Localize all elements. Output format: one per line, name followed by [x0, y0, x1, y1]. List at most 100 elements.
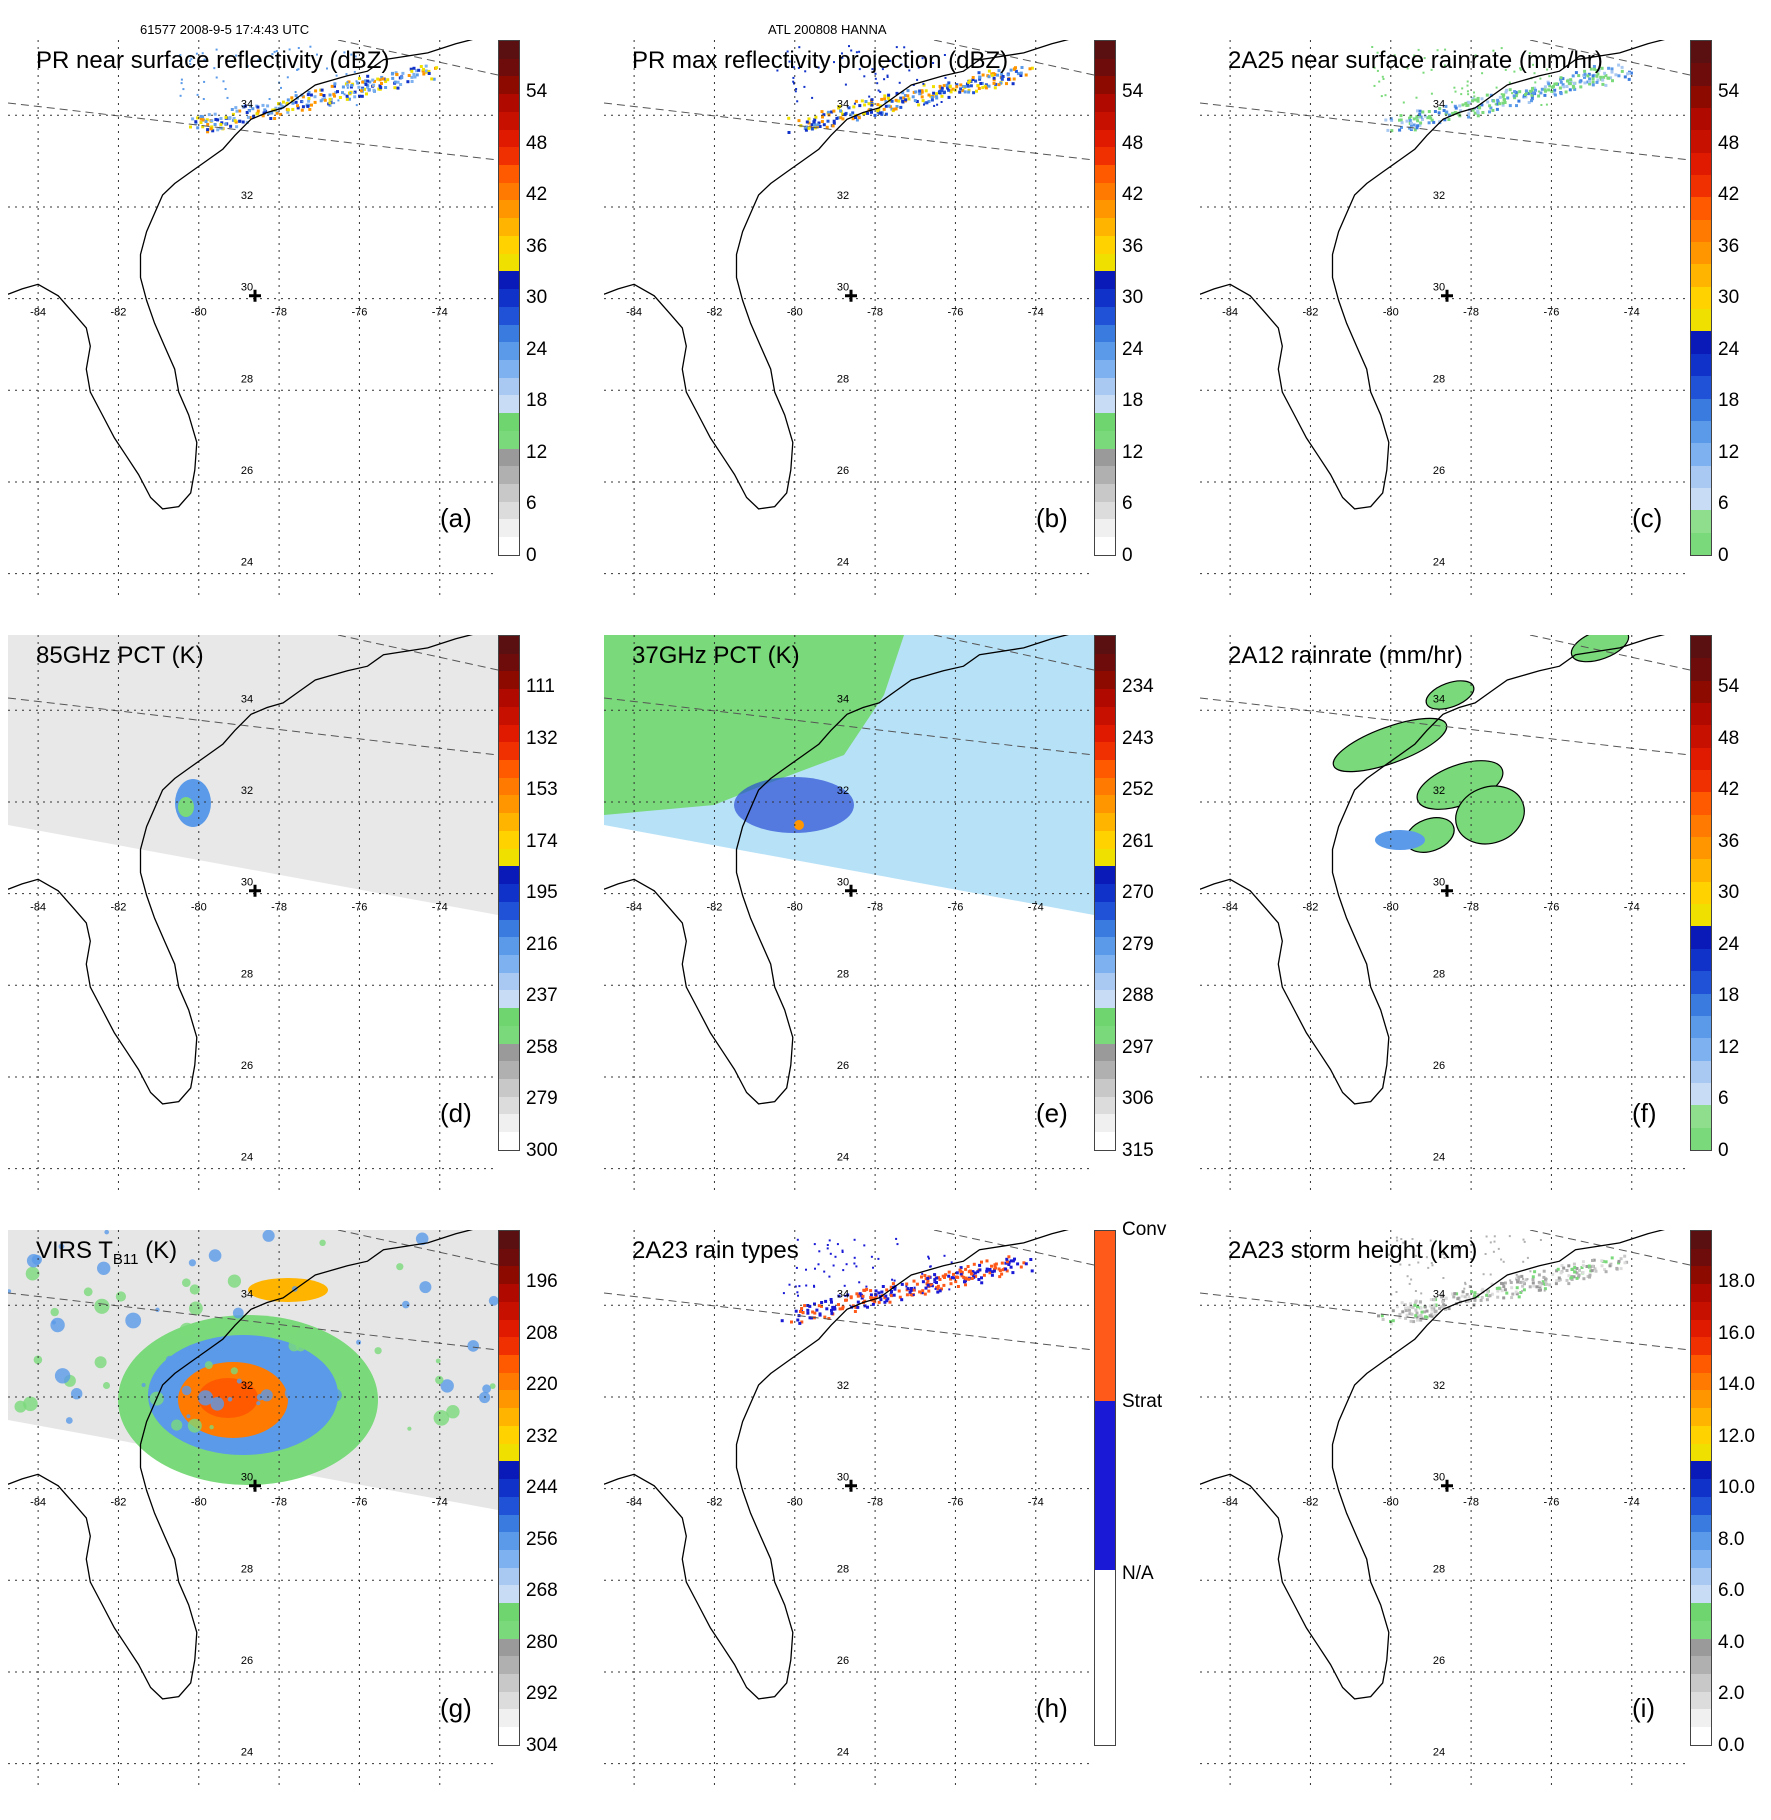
precip-pixel: [1481, 111, 1485, 114]
colorbar-segment: [1691, 1514, 1711, 1533]
lat-label: 34: [1433, 693, 1445, 705]
precip-pixel: [866, 111, 870, 115]
colorbar-segment: [1691, 1105, 1711, 1128]
colorbar-segment: [1095, 742, 1115, 761]
colorbar-tick-label: 42: [526, 184, 548, 206]
precip-pixel: [347, 80, 351, 84]
precip-pixel: [1620, 65, 1624, 69]
precip-pixel: [1574, 71, 1578, 75]
precip-pixel: [1500, 93, 1503, 96]
colorbar-tick-label: 42: [1718, 184, 1740, 206]
precip-pixel: [792, 80, 795, 83]
precip-pixel: [1581, 1271, 1585, 1274]
swath-edge-north: [1529, 635, 1690, 671]
precip-pixel: [980, 1281, 984, 1285]
precip-pixel: [883, 97, 887, 101]
precip-pixel: [1437, 111, 1441, 115]
precip-pixel: [361, 80, 365, 84]
precip-pixel: [1611, 79, 1614, 83]
precip-pixel: [804, 70, 807, 73]
precip-pixel: [363, 81, 367, 85]
colorbar-segment: [499, 742, 519, 761]
precip-pixel: [1543, 1287, 1547, 1291]
colorbar-segment: [1095, 253, 1115, 272]
precip-pixel: [883, 78, 886, 81]
precip-pixel: [201, 125, 205, 129]
colorbar-segment: [499, 1673, 519, 1692]
colorbar-tick-label: 30: [1122, 287, 1144, 309]
precip-pixel: [866, 1305, 869, 1309]
colorbar-segment: [1095, 1043, 1115, 1062]
precip-pixel: [1443, 1256, 1446, 1259]
precip-pixel: [1509, 1281, 1513, 1284]
precip-pixel: [1402, 1241, 1405, 1244]
precip-pixel: [999, 81, 1003, 85]
precip-pixel: [422, 72, 426, 76]
panel-title: 2A23 rain types: [632, 1237, 799, 1264]
precip-pixel: [1602, 75, 1606, 79]
coastline: [1200, 1230, 1665, 1700]
map-area: -84 -82 -80 -78 -76 -74 34 32 30 28 26 24: [604, 40, 1094, 600]
precip-pixel: [349, 92, 352, 94]
precip-pixel: [1571, 74, 1575, 78]
precip-pixel: [1604, 74, 1608, 77]
colorbar-tick-label: N/A: [1122, 1563, 1154, 1584]
precip-pixel: [354, 55, 357, 58]
swath-edge-north: [337, 635, 498, 671]
precip-pixel: [391, 71, 394, 75]
precip-pixel: [1420, 1316, 1424, 1320]
precip-pixel: [1373, 1254, 1376, 1257]
precip-pixel: [1503, 1288, 1507, 1292]
precip-pixel: [224, 122, 228, 126]
precip-pixel: [1583, 72, 1587, 76]
colorbar-segment: [1691, 1549, 1711, 1568]
precip-pixel: [877, 89, 880, 92]
colorbar-segment: [499, 1284, 519, 1302]
colorbar-segment: [499, 1096, 519, 1115]
precip-pixel: [853, 1238, 856, 1241]
colorbar-segment: [1095, 954, 1115, 973]
precip-pixel: [384, 80, 388, 83]
precip-pixel: [1473, 91, 1475, 94]
precip-pixel: [1415, 115, 1419, 119]
precip-pixel: [794, 1285, 797, 1288]
precip-pixel: [202, 98, 205, 100]
precip-pixel: [1403, 1303, 1407, 1307]
precip-pixel: [820, 110, 824, 114]
colorbar-segment: [499, 1231, 519, 1249]
precip-pixel: [301, 100, 304, 103]
colorbar-segment: [1691, 1284, 1711, 1302]
precip-pixel: [1626, 72, 1630, 76]
precip-pixel: [1465, 104, 1469, 107]
colorbar-segment: [499, 919, 519, 938]
precip-pixel: [1420, 1310, 1424, 1314]
precip-pixel: [1416, 1305, 1419, 1309]
precip-pixel: [306, 104, 310, 108]
precip-pixel: [871, 68, 874, 71]
precip-pixel: [818, 125, 822, 128]
precip-pixel: [1591, 80, 1595, 84]
precip-pixel: [1581, 1264, 1585, 1268]
precip-pixel: [191, 117, 195, 121]
precip-pixel: [1416, 109, 1419, 113]
lat-label: 26: [837, 465, 849, 477]
precip-pixel: [1429, 116, 1433, 120]
colorbar-segment: [1691, 792, 1711, 815]
colorbar-segment: [499, 182, 519, 201]
precip-pixel: [1461, 1290, 1465, 1294]
colorbar-tick-label: 243: [1122, 727, 1154, 749]
lon-label: -76: [351, 1497, 367, 1509]
precip-pixel: [346, 86, 349, 89]
lat-label: 28: [241, 373, 253, 385]
precip-pixel: [927, 93, 931, 97]
precip-pixel: [803, 1304, 807, 1308]
precip-pixel: [897, 1289, 901, 1293]
precip-pixel: [940, 89, 944, 92]
precip-pixel: [313, 95, 317, 99]
storm-center-marker: [249, 884, 262, 897]
colorbar-segment: [1095, 1132, 1115, 1150]
precip-pixel: [1591, 77, 1595, 81]
colorbar-segment: [1691, 1337, 1711, 1356]
cloud-cell: [256, 1401, 261, 1406]
colorbar-tick-label: 208: [526, 1322, 558, 1344]
